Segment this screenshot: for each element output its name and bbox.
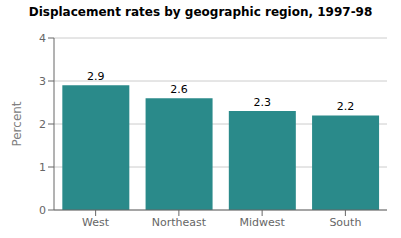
svg-text:Northeast: Northeast xyxy=(152,216,207,229)
svg-text:4: 4 xyxy=(39,32,46,45)
svg-text:Percent: Percent xyxy=(10,101,24,146)
svg-text:Midwest: Midwest xyxy=(239,216,285,229)
svg-text:2: 2 xyxy=(39,118,46,131)
svg-text:0: 0 xyxy=(39,204,46,217)
svg-text:1: 1 xyxy=(39,161,46,174)
svg-text:3: 3 xyxy=(39,75,46,88)
svg-text:2.3: 2.3 xyxy=(254,96,272,109)
svg-text:West: West xyxy=(82,216,110,229)
svg-text:South: South xyxy=(329,216,361,229)
svg-text:2.2: 2.2 xyxy=(337,100,355,113)
svg-text:2.6: 2.6 xyxy=(170,83,188,96)
svg-text:2.9: 2.9 xyxy=(87,70,105,83)
html-text:Displacement rates by geograph: Displacement rates by geographic region,… xyxy=(28,5,373,19)
